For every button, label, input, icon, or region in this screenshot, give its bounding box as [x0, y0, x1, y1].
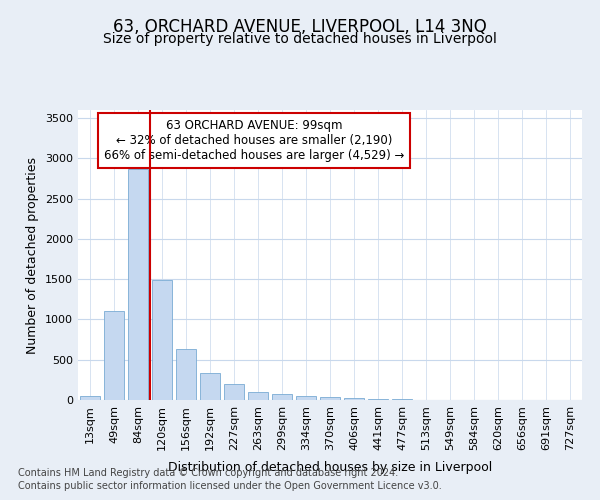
Bar — [104, 312, 124, 400]
Bar — [152, 280, 172, 400]
Y-axis label: Number of detached properties: Number of detached properties — [26, 156, 40, 354]
Bar — [296, 396, 316, 400]
Text: Contains public sector information licensed under the Open Government Licence v3: Contains public sector information licen… — [18, 481, 442, 491]
Text: 63 ORCHARD AVENUE: 99sqm
← 32% of detached houses are smaller (2,190)
66% of sem: 63 ORCHARD AVENUE: 99sqm ← 32% of detach… — [104, 118, 404, 162]
Bar — [272, 394, 292, 400]
Text: Size of property relative to detached houses in Liverpool: Size of property relative to detached ho… — [103, 32, 497, 46]
Bar — [200, 373, 220, 400]
Bar — [320, 397, 340, 400]
X-axis label: Distribution of detached houses by size in Liverpool: Distribution of detached houses by size … — [168, 461, 492, 474]
Bar — [368, 399, 388, 400]
Bar — [344, 398, 364, 400]
Text: Contains HM Land Registry data © Crown copyright and database right 2024.: Contains HM Land Registry data © Crown c… — [18, 468, 398, 477]
Bar — [224, 384, 244, 400]
Bar — [248, 392, 268, 400]
Bar — [128, 169, 148, 400]
Bar — [176, 349, 196, 400]
Text: 63, ORCHARD AVENUE, LIVERPOOL, L14 3NQ: 63, ORCHARD AVENUE, LIVERPOOL, L14 3NQ — [113, 18, 487, 36]
Bar — [80, 396, 100, 400]
